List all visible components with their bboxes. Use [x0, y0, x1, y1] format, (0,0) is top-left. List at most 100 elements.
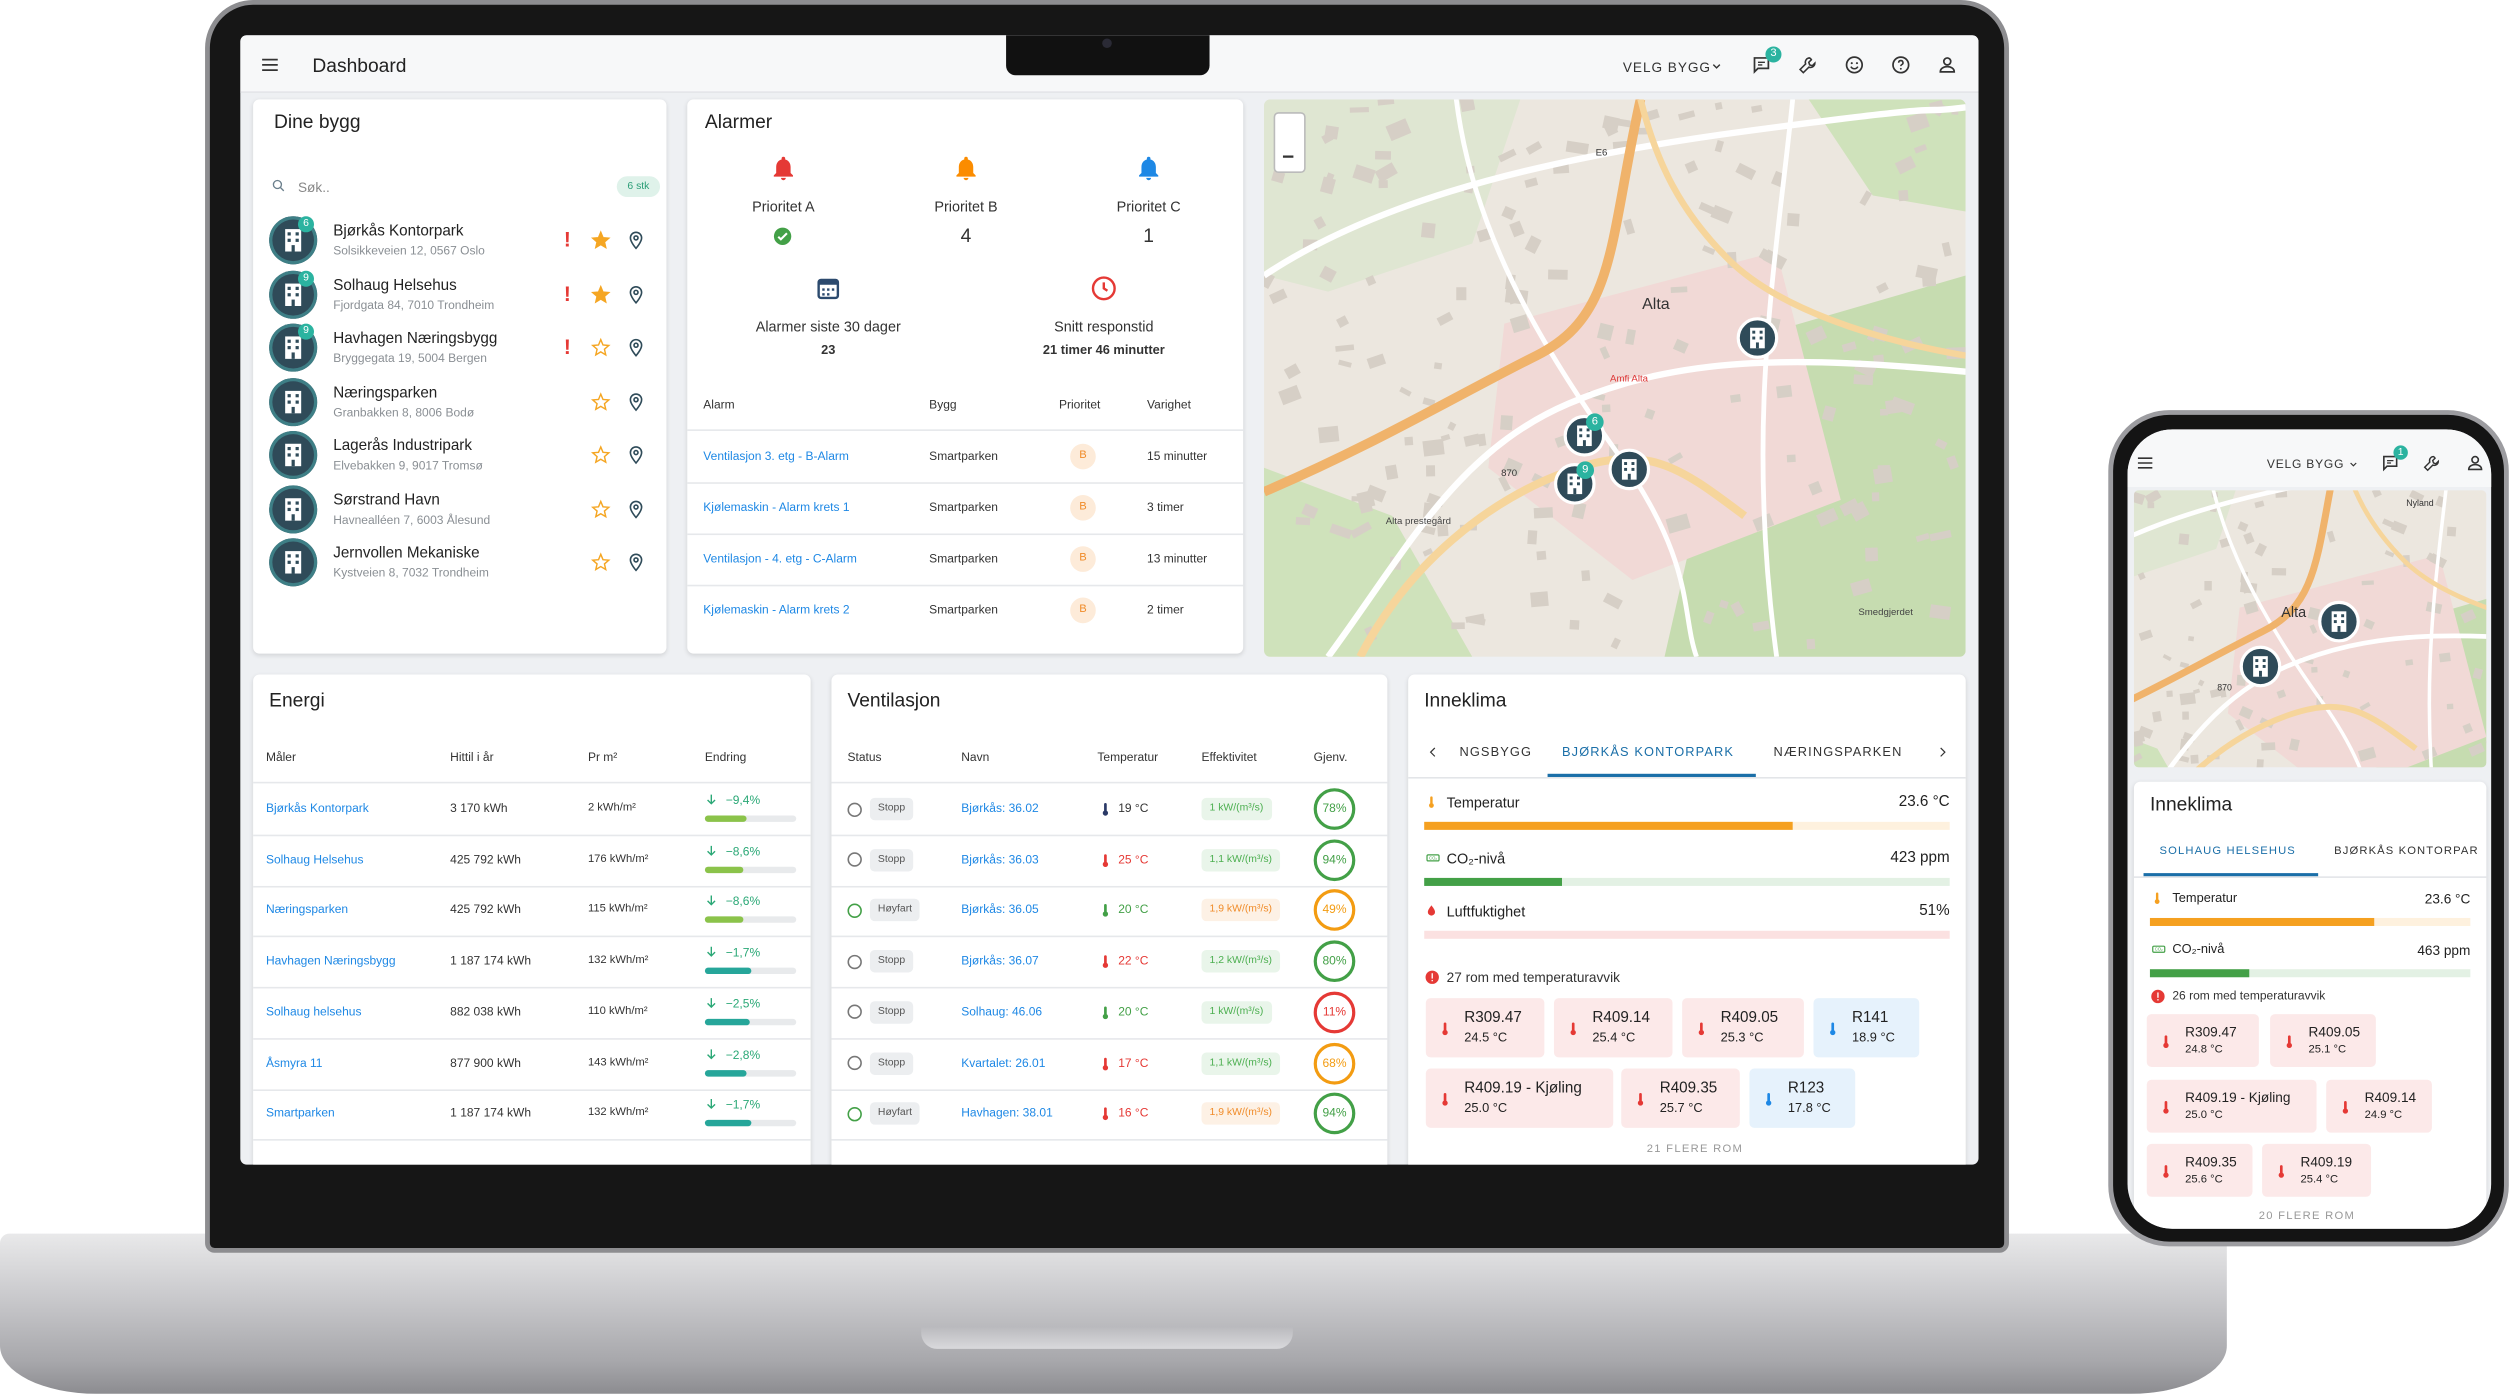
meter-link[interactable]: Bjørkås Kontorpark [265, 801, 369, 816]
room-chip[interactable] [1749, 1068, 1856, 1128]
icon-part [2337, 625, 2341, 632]
card-title: Inneklima [1424, 688, 1507, 712]
room-value: 25.4 °C [2300, 1173, 2339, 1185]
alarm-link[interactable]: Kjølemaskin - Alarm krets 2 [703, 602, 850, 617]
room-name: R123 [1787, 1078, 1825, 1097]
column-header: Måler [265, 749, 297, 765]
icon-part [1104, 1056, 1107, 1066]
map-marker[interactable] [2318, 600, 2360, 643]
alarm-link[interactable]: Ventilasjon 3. etg - B-Alarm [703, 448, 849, 463]
wrench-button[interactable] [2422, 453, 2441, 472]
wrench-button[interactable] [1797, 54, 1818, 75]
map-marker[interactable] [1736, 317, 1779, 359]
tab[interactable]: NÆRINGSPARKEN [1773, 744, 1903, 760]
unit-link[interactable]: Bjørkås: 36.03 [961, 851, 1039, 867]
location-pin[interactable] [626, 284, 645, 304]
icon-part [2187, 636, 2195, 642]
search-input[interactable]: Søk.. [297, 179, 330, 196]
menu-button[interactable] [2136, 453, 2155, 472]
unit-link[interactable]: Bjørkås: 36.07 [961, 953, 1039, 968]
icon-part [629, 231, 643, 250]
alarm-link[interactable]: Ventilasjon - 4. etg - C-Alarm [703, 551, 857, 566]
meter-link[interactable]: Smartparken [265, 1105, 335, 1121]
column-header: Navn [961, 749, 990, 765]
location-pin[interactable] [626, 338, 645, 357]
icon-part [1623, 218, 1636, 235]
unit-link[interactable]: Bjørkås: 36.05 [961, 902, 1039, 917]
unit-link[interactable]: Havhagen: 38.01 [961, 1105, 1053, 1121]
location-pin[interactable] [626, 553, 645, 572]
alarm-link[interactable]: Kjølemaskin - Alarm krets 1 [703, 499, 850, 515]
room-chip[interactable] [2326, 1079, 2432, 1133]
user-button[interactable] [2466, 453, 2485, 472]
building-name[interactable]: Havhagen Næringsbygg [333, 330, 498, 348]
building-select[interactable]: VELG BYGG [1622, 59, 1712, 76]
notification-badge: 3 [1765, 46, 1782, 63]
building-avatar [269, 430, 318, 480]
icon-part [1104, 803, 1107, 812]
building-name[interactable]: Jernvollen Mekaniske [333, 544, 480, 563]
icon-part [1569, 476, 1573, 480]
room-chip[interactable] [1813, 998, 1920, 1058]
building-select[interactable]: VELG BYGG [2266, 456, 2345, 471]
building-name[interactable]: Sørstrand Havn [333, 491, 440, 509]
room-chip[interactable] [2270, 1014, 2376, 1067]
meter-link[interactable]: Havhagen Næringsbygg [265, 953, 396, 968]
unit-link[interactable]: Solhaug: 46.06 [961, 1004, 1043, 1019]
row-divider [253, 1139, 811, 1141]
icon-part [1757, 61, 1765, 66]
tab[interactable]: BJØRKÅS KONTORPAR [2334, 845, 2479, 858]
room-chip[interactable] [2146, 1143, 2253, 1197]
icon-part [295, 560, 299, 564]
room-value: 18.9 °C [1851, 1029, 1895, 1044]
star[interactable] [590, 445, 611, 464]
meter-link[interactable]: Næringsparken [265, 902, 349, 917]
icon-part [2166, 690, 2173, 698]
favorite-star[interactable] [590, 230, 611, 250]
meter-link[interactable]: Solhaug helsehus [265, 1004, 362, 1019]
tab[interactable]: NGSBYGG [1459, 744, 1533, 760]
deviation-icon [1424, 969, 1440, 985]
smile-button[interactable] [1844, 54, 1865, 75]
icon-part [1377, 99, 1395, 106]
column-header: Prioritet [1058, 397, 1101, 412]
star[interactable] [590, 498, 611, 518]
location-pin[interactable] [626, 392, 645, 411]
star[interactable] [590, 337, 611, 357]
location-pin[interactable] [626, 499, 645, 518]
tab[interactable]: SOLHAUG HELSEHUS [2159, 845, 2296, 858]
more-rooms[interactable]: 21 FLERE ROM [1646, 1143, 1744, 1156]
help-button[interactable] [1890, 54, 1911, 75]
icon-part [1420, 222, 1436, 239]
meter-link[interactable]: Åsmyra 11 [265, 1054, 323, 1070]
icon-part [285, 390, 302, 413]
room-chip[interactable] [1425, 1068, 1614, 1128]
building-name[interactable]: Næringsparken [333, 383, 438, 402]
more-rooms[interactable]: 20 FLERE ROM [2258, 1211, 2356, 1223]
zoom-out[interactable]: − [1281, 144, 1295, 169]
star[interactable] [590, 391, 611, 411]
building-name[interactable]: Bjørkås Kontorpark [333, 222, 464, 241]
icon-part [285, 497, 302, 520]
icon-part [1892, 56, 1910, 74]
map-marker[interactable] [2239, 645, 2282, 688]
building-name[interactable]: Lagerås Industripark [333, 437, 472, 455]
room-thermometer [1437, 1089, 1453, 1108]
map-marker[interactable] [1608, 448, 1651, 491]
favorite-star[interactable] [590, 284, 611, 303]
building-name[interactable]: Solhaug Helsehus [333, 276, 457, 294]
icon-part [2137, 572, 2146, 581]
user-button[interactable] [1937, 54, 1958, 75]
room-thermometer [1693, 1018, 1709, 1037]
unit-link[interactable]: Bjørkås: 36.02 [961, 801, 1039, 816]
location-pin[interactable] [626, 445, 645, 465]
location-pin[interactable] [626, 231, 645, 250]
meter-link[interactable]: Solhaug Helsehus [265, 851, 364, 867]
metric-bar [1424, 821, 1793, 830]
tab[interactable]: BJØRKÅS KONTORPARK [1561, 744, 1735, 760]
room-value: 25.0 °C [1464, 1099, 1508, 1115]
unit-link[interactable]: Kvartalet: 26.01 [961, 1054, 1046, 1070]
menu-button[interactable] [260, 54, 281, 75]
room-chip[interactable] [2146, 1079, 2317, 1133]
star[interactable] [590, 552, 611, 572]
